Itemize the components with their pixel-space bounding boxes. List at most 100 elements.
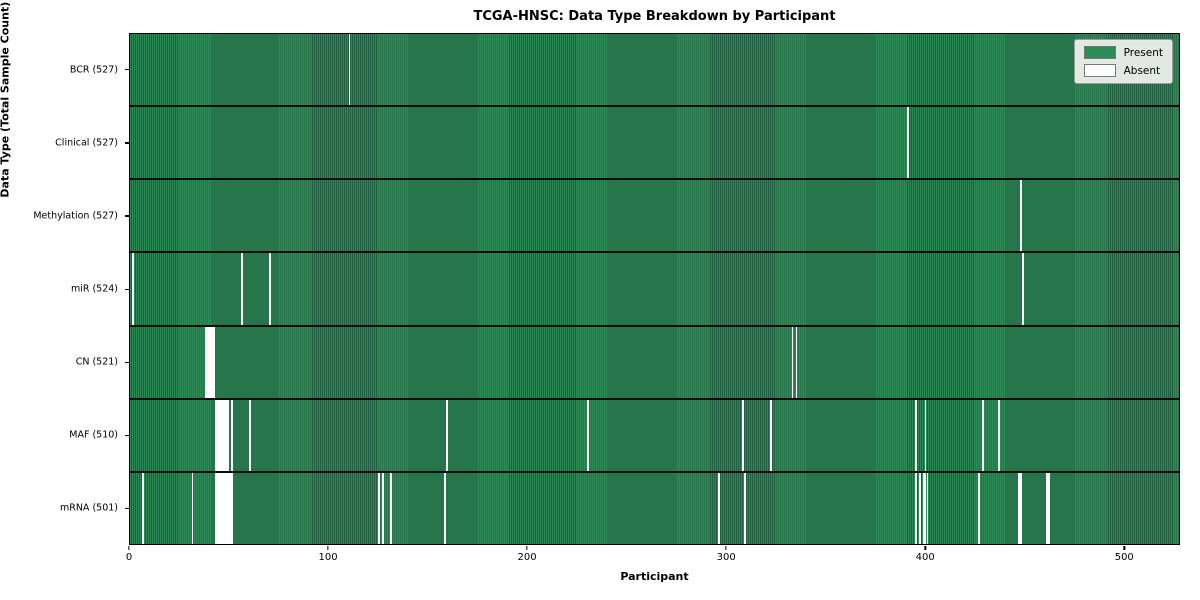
absent-mark-mrna-461 (1045, 472, 1048, 544)
x-axis: 0 100 200 300 400 500 (126, 546, 1180, 576)
legend-absent-label: Absent (1123, 64, 1161, 77)
ytick-label-clinical: Clinical (527) (55, 137, 118, 149)
absent-mark-mrna-45 (219, 472, 222, 544)
absent-mark-bcr-110 (348, 34, 351, 106)
absent-mark-maf-47 (223, 399, 226, 471)
xtick-label-500: 500 (1114, 552, 1134, 563)
legend-present-label: Present (1123, 46, 1163, 59)
absent-mark-maf-46 (221, 399, 224, 471)
absent-mark-mrna-50 (229, 472, 232, 544)
absent-mark-methylation-448 (1020, 180, 1022, 252)
absent-mark-mrna-6 (141, 472, 144, 544)
absent-mark-maf-48 (225, 399, 228, 471)
xtick-mark-200 (526, 546, 528, 550)
heatmap-row-cn (130, 324, 1179, 398)
absent-mark-mrna-395 (914, 472, 917, 544)
absent-mark-mrna-47 (223, 472, 226, 544)
xtick-label-100: 100 (318, 552, 338, 563)
absent-mark-maf-43 (215, 399, 218, 471)
absent-mark-mir-56 (241, 253, 244, 325)
heatmap-row-mir (130, 251, 1179, 325)
absent-mark-mrna-158 (443, 472, 446, 544)
absent-mark-maf-49 (227, 399, 230, 471)
heatmap-row-clinical (130, 105, 1179, 179)
absent-mark-mrna-127 (382, 472, 385, 544)
absent-mark-mrna-447 (1018, 472, 1020, 544)
absent-mark-cn-41 (211, 326, 214, 398)
absent-mark-mrna-48 (225, 472, 228, 544)
xtick-label-200: 200 (517, 552, 537, 563)
absent-mark-mrna-44 (217, 472, 220, 544)
heatmap-row-bcr (130, 34, 1179, 106)
absent-mark-maf-44 (217, 399, 220, 471)
absent-mark-mrna-43 (215, 472, 218, 544)
legend-item-present: Present (1083, 46, 1163, 59)
absent-mark-cn-42 (213, 326, 216, 398)
absent-mark-maf-159 (445, 399, 448, 471)
absent-mark-cn-40 (209, 326, 212, 398)
xtick-mark-100 (327, 546, 329, 550)
absent-mark-maf-60 (249, 399, 251, 471)
absent-mark-mrna-397 (918, 472, 921, 544)
ytick-label-mir: miR (524) (70, 283, 118, 295)
xtick-label-300: 300 (716, 552, 736, 563)
absent-mark-maf-45 (219, 399, 222, 471)
y-axis: BCR (527) Clinical (527) Methylation (527)… (0, 33, 129, 545)
absent-mark-maf-308 (741, 399, 744, 471)
absent-mark-maf-322 (769, 399, 772, 471)
absent-mark-mir-70 (269, 253, 271, 325)
absent-mark-mrna-31 (191, 472, 194, 544)
heatmap-row-maf (130, 397, 1179, 471)
absent-mark-mrna-46 (221, 472, 224, 544)
absent-mark-mrna-51 (231, 472, 234, 544)
absent-mark-mir-449 (1022, 253, 1024, 325)
absent-mark-maf-400 (924, 399, 927, 471)
absent-mark-mrna-296 (718, 472, 720, 544)
chart-title: TCGA-HNSC: Data Type Breakdown by Partic… (473, 9, 836, 24)
ytick-mark-bcr (125, 69, 129, 71)
absent-mark-maf-429 (982, 399, 985, 471)
legend: Present Absent (1073, 39, 1173, 84)
ytick-label-maf: MAF (510) (69, 429, 118, 441)
absent-mark-maf-437 (998, 399, 1000, 471)
absent-mark-mrna-125 (378, 472, 381, 544)
absent-mark-mrna-309 (743, 472, 746, 544)
ytick-label-mrna: mRNA (501) (59, 502, 118, 514)
absent-mark-mrna-400 (924, 472, 927, 544)
xtick-mark-400 (924, 546, 926, 550)
ytick-mark-maf (125, 434, 129, 437)
ytick-label-bcr: BCR (527) (69, 64, 118, 76)
legend-item-absent: Absent (1083, 64, 1163, 77)
x-axis-label: Participant (620, 570, 689, 583)
absent-mark-maf-230 (586, 399, 589, 471)
absent-mark-cn-38 (205, 326, 208, 398)
xtick-mark-0 (128, 546, 130, 550)
absent-mark-mrna-448 (1020, 472, 1022, 544)
ytick-mark-methylation (125, 215, 129, 217)
absent-mark-clinical-391 (906, 107, 909, 179)
absent-mark-maf-395 (914, 399, 917, 471)
absent-mark-cn-39 (207, 326, 210, 398)
absent-mark-maf-51 (231, 399, 234, 471)
ytick-label-methylation: Methylation (527) (33, 210, 118, 222)
absent-mark-mrna-462 (1047, 472, 1050, 544)
legend-absent-swatch (1083, 64, 1116, 77)
legend-present-swatch (1083, 46, 1116, 59)
ytick-mark-clinical (125, 142, 129, 144)
absent-mark-mrna-427 (978, 472, 981, 544)
absent-mark-mrna-401 (926, 472, 929, 544)
ytick-mark-cn (125, 361, 129, 363)
xtick-mark-500 (1123, 546, 1125, 550)
absent-mark-mrna-131 (390, 472, 393, 544)
absent-mark-cn-335 (795, 326, 798, 398)
ytick-label-cn: CN (521) (75, 356, 118, 368)
ytick-mark-mrna (125, 507, 129, 510)
ytick-mark-mir (125, 288, 129, 290)
absent-mark-mir-1 (131, 253, 134, 325)
plot-area: Present Absent (129, 33, 1180, 545)
heatmap-row-mrna (130, 470, 1179, 544)
xtick-mark-300 (725, 546, 727, 550)
absent-mark-mrna-49 (227, 472, 230, 544)
heatmap-row-methylation (130, 178, 1179, 252)
